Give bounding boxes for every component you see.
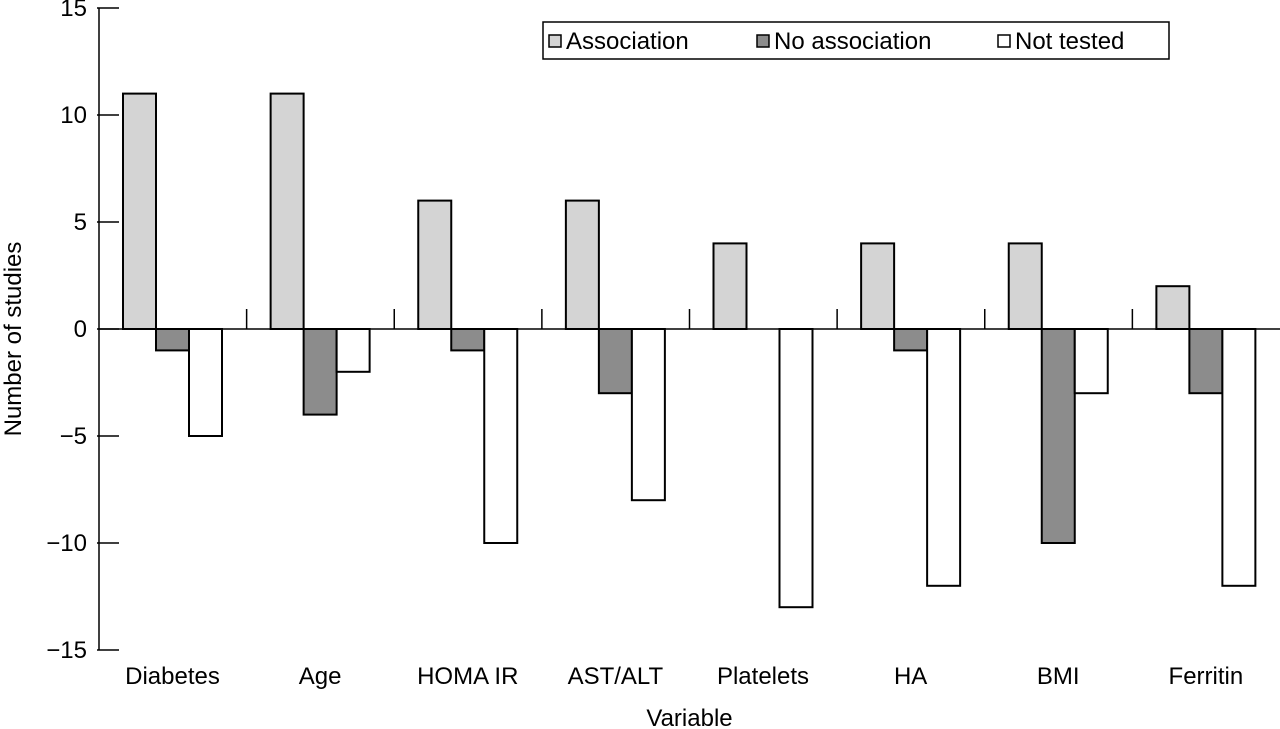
- x-tick-label: HOMA IR: [417, 663, 518, 690]
- y-ticks-group: 15 10 5 0 −5 −10 −15: [46, 0, 119, 664]
- bar-not-tested-age: [335, 328, 371, 373]
- bar-no-association-bmi: [1040, 328, 1076, 544]
- bar-association-homa-ir: [417, 199, 453, 330]
- y-tick-label: −5: [60, 423, 87, 450]
- x-tick-label: Age: [299, 663, 342, 690]
- x-tick-labels-group: Diabetes Age HOMA IR AST/ALT Platelets HA BMI F…: [125, 663, 1243, 690]
- bar-association-diabetes: [122, 92, 157, 330]
- legend: Association No association Not tested: [542, 21, 1170, 60]
- y-tick-label: 5: [74, 209, 87, 236]
- y-tick-label: −10: [46, 530, 87, 557]
- bar-association-ferritin: [1155, 285, 1191, 331]
- y-tick-label: 10: [60, 102, 87, 129]
- x-tick-label: BMI: [1037, 663, 1080, 690]
- bar-association-platelets: [712, 242, 748, 330]
- legend-swatch: [756, 34, 770, 48]
- bar-association-bmi: [1007, 242, 1043, 330]
- y-tick-label: −15: [46, 637, 87, 664]
- bar-not-tested-bmi: [1073, 328, 1109, 395]
- legend-label: Not tested: [1015, 28, 1124, 55]
- x-axis-title: Variable: [646, 705, 732, 729]
- bar-not-tested-homa-ir: [483, 328, 519, 544]
- x-tick-label: Platelets: [717, 663, 809, 690]
- x-tick-label: HA: [894, 663, 927, 690]
- x-tick-label: Diabetes: [125, 663, 220, 690]
- x-tick-label: Ferritin: [1169, 663, 1244, 690]
- y-tick-label: 0: [74, 316, 87, 343]
- y-axis-title: Number of studies: [0, 242, 27, 437]
- x-tick-label: AST/ALT: [568, 663, 664, 690]
- bar-association-ha: [860, 242, 896, 330]
- legend-swatch: [548, 34, 562, 48]
- bar-not-tested-ferritin: [1221, 328, 1257, 587]
- bar-association-ast-alt: [564, 199, 600, 330]
- y-tick-label: 15: [60, 0, 87, 22]
- bar-association-age: [269, 92, 305, 330]
- bar-not-tested-platelets: [778, 328, 814, 609]
- bar-no-association-homa-ir: [450, 328, 486, 352]
- legend-label: Association: [566, 28, 689, 55]
- legend-box: [542, 21, 1170, 60]
- bar-no-association-ferritin: [1188, 328, 1224, 395]
- bar-no-association-age: [302, 328, 338, 416]
- bars-group: [122, 92, 1257, 609]
- bar-no-association-ha: [893, 328, 929, 352]
- bar-not-tested-ast-alt: [630, 328, 666, 502]
- bar-not-tested-ha: [926, 328, 962, 587]
- bar-not-tested-diabetes: [188, 328, 223, 437]
- bar-no-association-ast-alt: [597, 328, 633, 395]
- legend-label: No association: [774, 28, 931, 55]
- x-ticks-group: [245, 309, 1134, 329]
- bar-no-association-diabetes: [155, 328, 190, 352]
- legend-swatch: [997, 34, 1011, 48]
